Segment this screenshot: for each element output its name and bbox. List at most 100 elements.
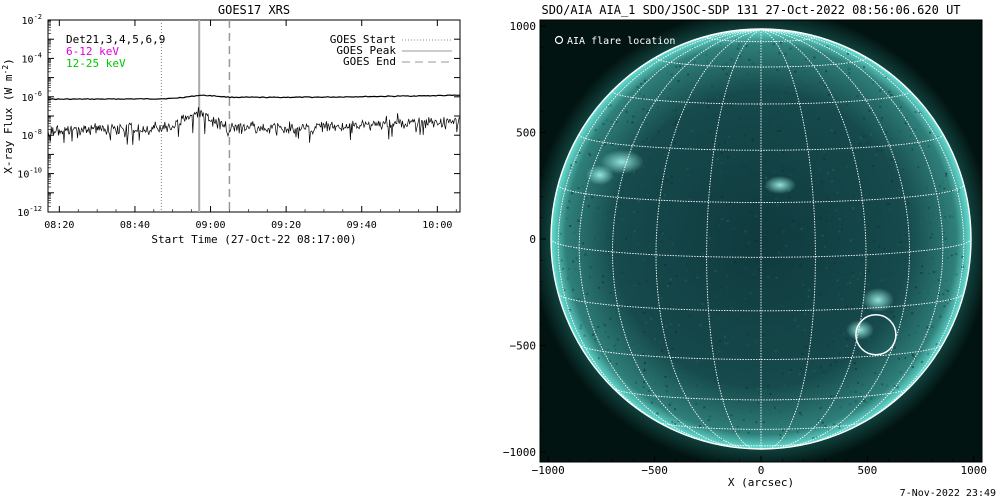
texture-speck [687,236,690,239]
texture-speck [811,369,814,372]
texture-speck [717,380,720,383]
texture-speck [892,391,895,394]
texture-speck [893,385,896,387]
texture-speck [659,349,662,352]
texture-speck [707,124,710,127]
texture-speck [666,71,669,74]
texture-speck [712,153,715,156]
texture-speck [780,41,783,44]
texture-speck [908,129,911,131]
arcsec-y-tick-label: 500 [516,127,536,140]
texture-speck [710,160,713,163]
texture-speck [874,372,877,375]
channel-label-6-12kev: 6-12 keV [66,45,119,58]
texture-speck [642,386,645,388]
texture-speck [658,107,661,110]
texture-speck [895,228,898,231]
texture-speck [751,62,754,65]
texture-speck [607,251,610,253]
texture-speck [754,382,757,385]
texture-speck [608,249,610,252]
y-axis-ticks-arcsec: 1000 500 0 −500 −1000 [503,20,546,459]
texture-speck [913,144,916,146]
texture-speck [927,206,930,209]
texture-speck [598,286,601,289]
texture-speck [613,344,616,347]
texture-speck [596,207,599,209]
texture-speck [607,211,610,214]
arcsec-y-tick-label: 1000 [510,20,537,33]
texture-speck [758,281,761,284]
texture-speck [782,230,785,233]
texture-speck [701,252,704,255]
texture-speck [658,338,661,341]
texture-speck [821,421,824,424]
heliographic-grid [550,28,972,450]
texture-speck [666,202,669,204]
texture-speck [839,136,842,139]
texture-speck [642,166,645,169]
texture-speck [671,421,674,424]
texture-speck [825,210,828,213]
channel-label-detectors: Det21,3,4,5,6,9 [66,33,165,46]
texture-speck [829,363,832,366]
texture-speck [945,172,948,175]
texture-speck [834,360,837,363]
texture-speck [807,295,810,298]
texture-speck [905,117,908,120]
x-axis-ticks-arcsec: −1000 −500 0 500 1000 [532,456,987,477]
texture-speck [709,415,712,418]
texture-speck [594,237,597,240]
texture-speck [610,247,612,250]
texture-speck [860,137,863,140]
series-line-6-12kev [48,107,460,145]
texture-speck [832,340,835,343]
texture-speck [920,360,923,363]
texture-speck [931,233,934,236]
texture-speck [676,297,679,300]
texture-speck [666,147,669,150]
texture-speck [725,73,728,75]
texture-speck [607,348,609,351]
texture-speck [675,331,678,334]
texture-speck [674,124,677,127]
texture-speck [636,86,639,89]
texture-speck [783,123,786,126]
texture-speck [929,222,932,225]
texture-speck [899,371,902,374]
texture-speck [625,304,628,306]
texture-speck [643,369,646,372]
texture-speck [962,265,965,268]
texture-speck [904,122,907,125]
texture-speck [714,212,716,215]
texture-speck [846,165,849,168]
texture-speck [819,217,822,220]
texture-speck [597,139,600,142]
texture-speck [872,165,875,168]
texture-speck [726,322,729,325]
texture-speck [903,259,906,262]
texture-speck [570,167,572,170]
texture-speck [658,93,661,96]
texture-speck [667,97,670,100]
texture-speck [696,276,699,279]
texture-speck [709,134,712,137]
texture-speck [726,342,729,345]
texture-speck [951,215,954,218]
texture-speck [861,383,864,386]
texture-speck [575,257,578,260]
texture-speck [720,152,723,155]
texture-speck [688,173,691,176]
texture-speck [834,132,837,134]
texture-speck [776,68,779,71]
texture-speck [931,325,934,328]
texture-speck [580,324,582,327]
texture-speck [831,180,834,183]
texture-speck [671,175,673,178]
texture-speck [817,419,820,421]
texture-speck [876,98,879,101]
texture-speck [635,132,638,135]
texture-speck [754,358,756,361]
texture-speck [881,117,884,120]
texture-speck [566,217,569,220]
